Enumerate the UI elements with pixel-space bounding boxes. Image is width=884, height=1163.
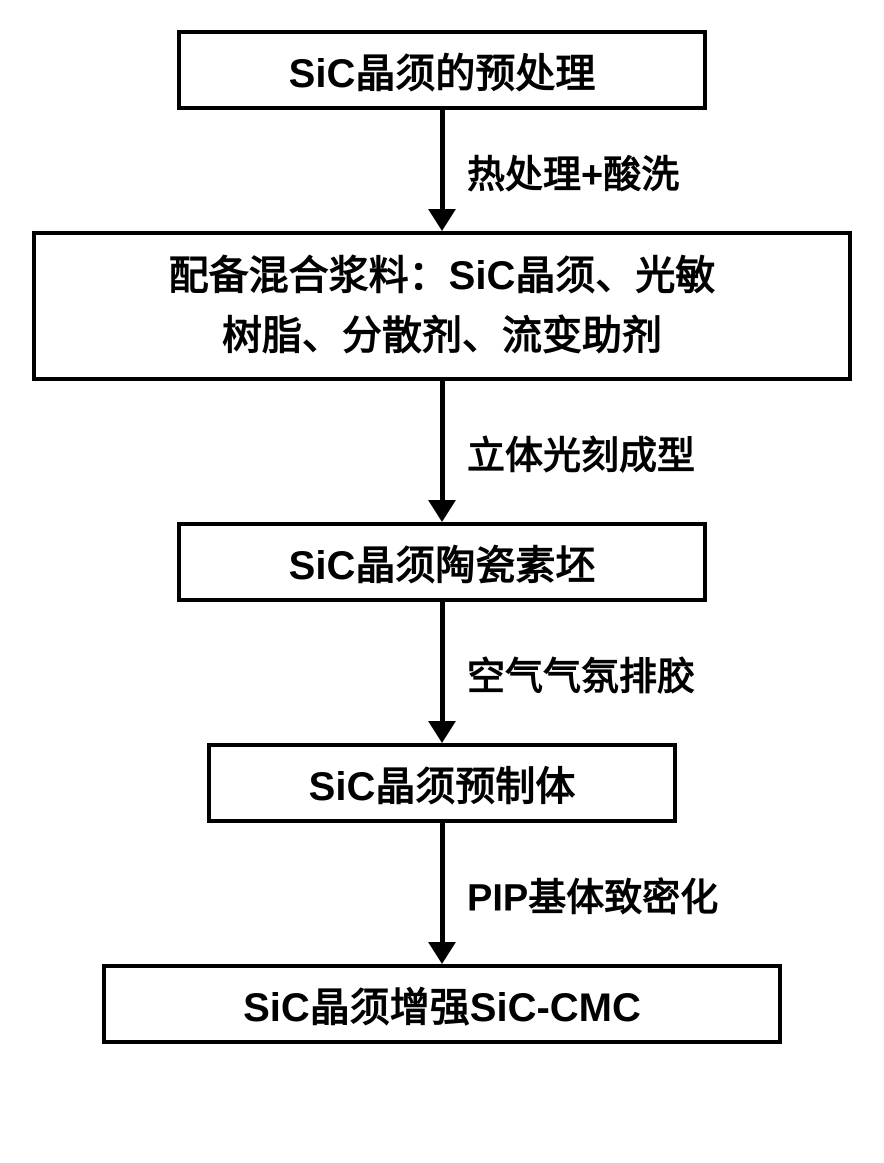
arrow-line	[440, 381, 445, 501]
flowchart-arrow-1: 热处理+酸洗	[428, 110, 456, 231]
arrow-line	[440, 823, 445, 943]
arrow-head-icon	[428, 500, 456, 522]
arrow-line	[440, 602, 445, 722]
node-1-label: SiC晶须的预处理	[289, 41, 596, 99]
flowchart-node-4: SiC晶须预制体	[207, 743, 677, 823]
arrow-head-icon	[428, 942, 456, 964]
node-2-label-line1: 配备混合浆料：SiC晶须、光敏	[169, 246, 716, 306]
flowchart-node-5: SiC晶须增强SiC-CMC	[102, 964, 782, 1044]
node-2-label-line2: 树脂、分散剂、流变助剂	[222, 306, 662, 366]
flowchart-container: SiC晶须的预处理 热处理+酸洗 配备混合浆料：SiC晶须、光敏 树脂、分散剂、…	[0, 0, 884, 1044]
arrow-2-label: 立体光刻成型	[467, 424, 695, 479]
flowchart-arrow-4: PIP基体致密化	[428, 823, 456, 964]
node-3-label: SiC晶须陶瓷素坯	[289, 533, 596, 591]
arrow-4-label: PIP基体致密化	[467, 866, 718, 921]
arrow-line	[440, 110, 445, 210]
arrow-head-icon	[428, 721, 456, 743]
flowchart-node-1: SiC晶须的预处理	[177, 30, 707, 110]
node-4-label: SiC晶须预制体	[309, 754, 576, 812]
arrow-head-icon	[428, 209, 456, 231]
arrow-3-label: 空气气氛排胶	[467, 645, 695, 700]
flowchart-node-3: SiC晶须陶瓷素坯	[177, 522, 707, 602]
flowchart-arrow-3: 空气气氛排胶	[428, 602, 456, 743]
node-5-label: SiC晶须增强SiC-CMC	[243, 975, 641, 1033]
flowchart-arrow-2: 立体光刻成型	[428, 381, 456, 522]
arrow-1-label: 热处理+酸洗	[467, 143, 679, 198]
flowchart-node-2: 配备混合浆料：SiC晶须、光敏 树脂、分散剂、流变助剂	[32, 231, 852, 381]
